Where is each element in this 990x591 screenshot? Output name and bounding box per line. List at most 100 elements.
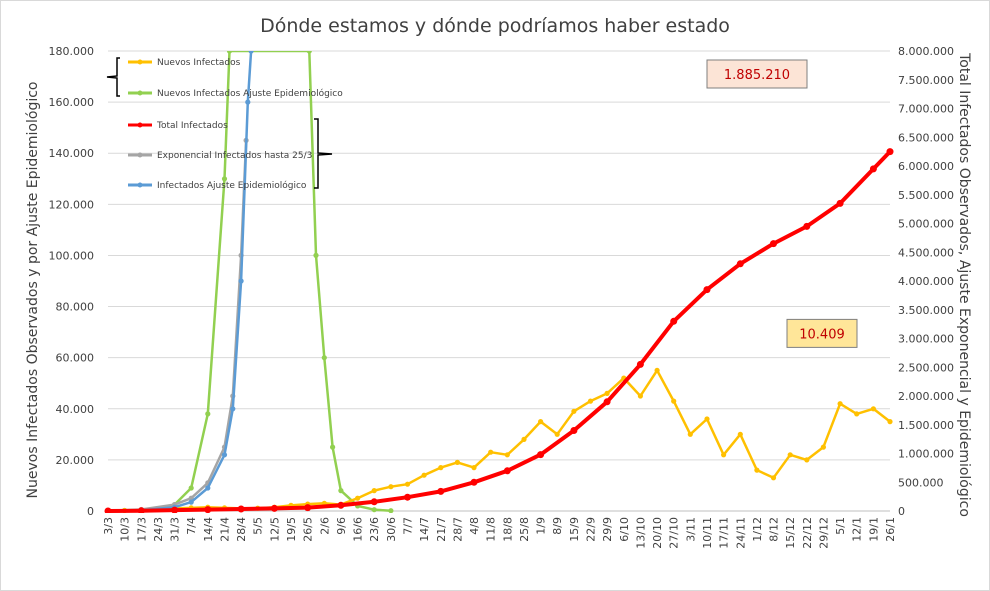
data-point (337, 501, 345, 509)
data-point (404, 481, 411, 487)
data-point (488, 449, 494, 455)
data-point (104, 507, 112, 513)
y-axis-left-label: Nuevos Infectados Observados y por Ajust… (25, 82, 41, 499)
legend-label: Total Infectados (156, 121, 228, 131)
y-left-tick-label: 60.000 (56, 352, 95, 365)
x-tick-label: 9/6 (335, 517, 348, 535)
x-tick-label: 31/3 (169, 517, 182, 542)
x-tick-label: 11/8 (485, 517, 498, 542)
data-point (355, 495, 361, 501)
y-right-tick-label: 1.500.000 (898, 419, 954, 432)
y-right-tick-label: 5.000.000 (898, 218, 954, 231)
y-axis-right-label: Total Infectados Observados, Ajuste Expo… (956, 52, 972, 517)
data-point (404, 493, 411, 501)
y-axis-right-ticks: 0 500.000 1.000.000 1.500.000 2.000.000 2.500… (898, 45, 954, 518)
data-point (270, 504, 278, 512)
callouts: 1.885.210 10.409 (706, 59, 858, 348)
callout-value: 10.409 (799, 327, 845, 342)
data-point (703, 286, 711, 294)
data-point (238, 278, 244, 284)
data-point (604, 390, 610, 396)
data-point (538, 419, 544, 425)
x-tick-label: 14/7 (418, 517, 431, 542)
data-point (737, 431, 743, 437)
callout-value: 1.885.210 (724, 68, 790, 83)
data-point (205, 485, 211, 491)
x-tick-label: 23/6 (368, 517, 381, 542)
data-point (521, 436, 527, 442)
data-point (787, 452, 793, 458)
x-tick-label: 1/12 (751, 517, 764, 542)
data-point (330, 444, 336, 450)
callout-box (706, 59, 808, 89)
data-point (204, 506, 212, 513)
data-point (654, 367, 660, 373)
x-tick-label: 3/11 (684, 517, 697, 542)
data-point (338, 488, 344, 494)
data-point (836, 199, 844, 207)
legend-label: Nuevos Infectados (157, 58, 241, 68)
data-point (704, 416, 710, 422)
x-tick-label: 21/4 (218, 517, 231, 542)
x-tick-label: 22/9 (585, 517, 598, 542)
x-tick-label: 26/5 (302, 517, 315, 542)
x-tick-label: 10/11 (701, 517, 714, 549)
x-axis-ticks: 3/3 10/3 17/3 24/3 31/3 7/4 14/4 21/4 28/4 5/5 12/… (102, 510, 897, 549)
data-point (837, 401, 843, 407)
data-point (636, 360, 644, 368)
data-point (754, 467, 760, 473)
y-left-tick-label: 40.000 (56, 403, 95, 416)
legend-label: Infectados Ajuste Epidemiológico (157, 180, 307, 191)
data-point (371, 488, 377, 494)
y-right-tick-label: 5.500.000 (898, 189, 954, 202)
x-tick-label: 28/7 (451, 517, 464, 542)
data-point (237, 505, 245, 513)
data-point (770, 240, 777, 248)
x-tick-label: 5/5 (252, 517, 265, 535)
x-tick-label: 20/10 (651, 517, 664, 549)
data-point (226, 51, 233, 54)
y-right-tick-label: 500.000 (898, 476, 944, 489)
data-point (603, 398, 611, 406)
data-point (438, 465, 444, 471)
x-tick-label: 5/1 (834, 517, 847, 535)
x-tick-label: 6/10 (618, 517, 631, 542)
y-left-tick-label: 160.000 (49, 96, 95, 109)
legend-marker (137, 59, 143, 65)
data-point (587, 398, 594, 404)
x-tick-label: 24/11 (734, 517, 747, 549)
data-point (313, 252, 319, 258)
y-right-tick-label: 7.000.000 (898, 103, 954, 116)
y-axis-left-ticks: 0 20.000 40.000 60.000 80.000 100.000 120.000 1… (49, 45, 95, 518)
x-tick-label: 7/4 (185, 517, 198, 535)
legend-label: Exponencial Infectados hasta 25/3 (157, 151, 312, 161)
y-right-tick-label: 8.000.000 (898, 45, 954, 58)
data-point (803, 222, 811, 230)
data-point (205, 411, 211, 417)
x-tick-label: 8/9 (551, 517, 564, 535)
data-point (736, 260, 744, 268)
x-tick-label: 12/5 (268, 517, 281, 542)
data-point (570, 427, 578, 434)
y-left-tick-label: 180.000 (49, 45, 95, 58)
data-point (571, 408, 577, 414)
legend-brace (314, 118, 333, 189)
data-point (770, 475, 777, 481)
data-point (248, 51, 254, 54)
data-point (887, 419, 893, 425)
y-left-tick-label: 80.000 (56, 301, 95, 314)
data-point (137, 507, 145, 513)
data-point (471, 465, 477, 471)
data-point (804, 457, 810, 463)
x-tick-label: 8/12 (768, 517, 781, 542)
y-left-tick-label: 0 (87, 505, 94, 518)
legend: Nuevos Infectados Nuevos Infectados Ajust… (106, 57, 343, 191)
x-tick-label: 24/3 (152, 517, 165, 542)
y-left-tick-label: 20.000 (56, 454, 95, 467)
x-tick-label: 14/4 (202, 517, 215, 542)
data-point (820, 444, 827, 450)
data-point (854, 411, 860, 417)
callout-box (786, 318, 858, 348)
